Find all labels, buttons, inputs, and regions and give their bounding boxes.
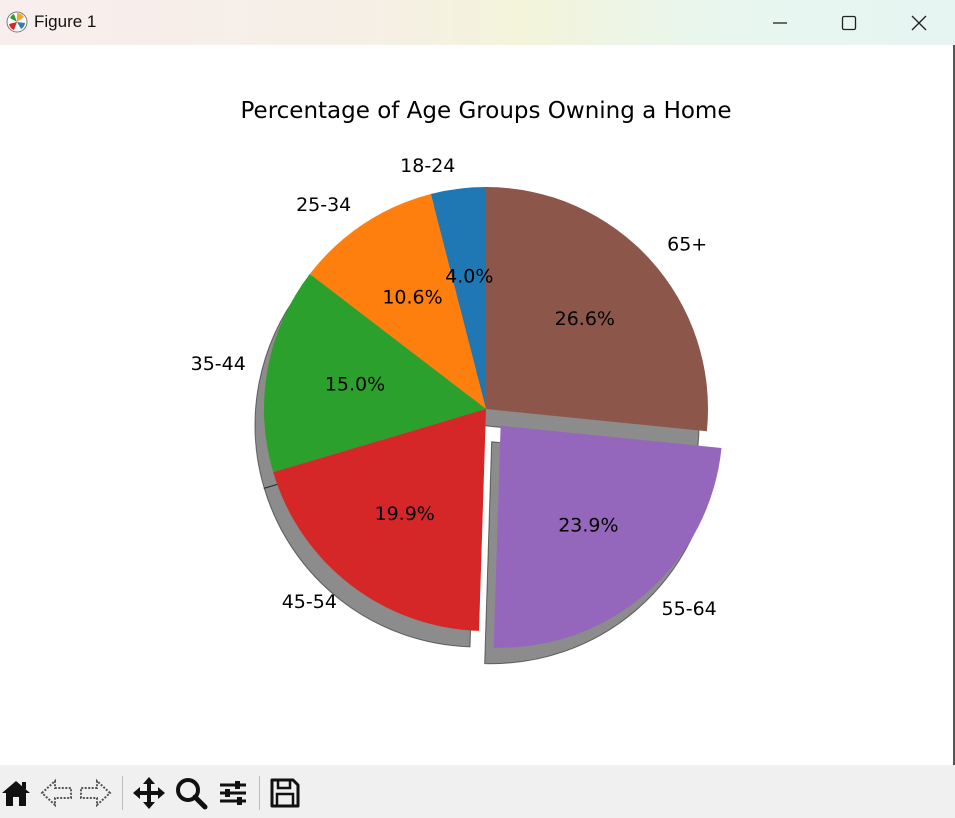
minimize-icon: [773, 21, 787, 24]
configure-subplots-button[interactable]: [214, 774, 252, 812]
slice-label-18-24: 18-24: [400, 155, 455, 177]
pie-wedges: [264, 187, 722, 648]
home-icon: [2, 781, 30, 806]
configure-subplots-icon: [220, 781, 246, 805]
pie-labels: 18-24 4.0% 25-34 10.6% 35-44 15.0% 45-54 19.9% 5…: [191, 155, 717, 620]
close-icon: [911, 15, 927, 30]
maximize-button[interactable]: [820, 0, 878, 45]
slice-label-55-64: 55-64: [662, 598, 717, 620]
window-title: Figure 1: [34, 12, 97, 31]
back-icon: [40, 778, 72, 808]
pie-slice-55-64: [493, 425, 722, 648]
zoom-button[interactable]: [172, 774, 210, 812]
pie-slice-25-34: [309, 193, 486, 409]
slice-percent-45-54: 19.9%: [375, 503, 435, 525]
navigation-toolbar: [0, 765, 955, 818]
close-button[interactable]: [890, 0, 948, 45]
pie-slice-35-44: [264, 274, 486, 473]
minimize-button[interactable]: [751, 0, 809, 45]
matplotlib-logo-icon: [6, 11, 28, 33]
slice-percent-35-44: 15.0%: [325, 373, 385, 395]
toolbar-separator: [259, 776, 260, 810]
slice-label-25-34: 25-34: [296, 194, 351, 216]
zoom-icon: [176, 778, 208, 810]
slice-percent-25-34: 10.6%: [382, 286, 442, 308]
maximize-icon: [841, 15, 857, 30]
pie-chart: Percentage of Age Groups Owning a Home 1…: [191, 98, 732, 665]
figure-canvas[interactable]: Percentage of Age Groups Owning a Home 1…: [0, 45, 955, 765]
slice-label-35-44: 35-44: [191, 353, 246, 375]
save-button[interactable]: [266, 774, 304, 812]
pie-slice-65-: [486, 187, 708, 432]
save-icon: [270, 778, 300, 808]
slice-label-65-: 65+: [667, 234, 707, 256]
slice-label-45-54: 45-54: [282, 591, 337, 613]
home-button[interactable]: [0, 774, 35, 812]
forward-button[interactable]: [76, 774, 114, 812]
pie-slice-18-24: [430, 187, 486, 409]
pan-icon: [133, 777, 165, 809]
chart-title: Percentage of Age Groups Owning a Home: [241, 98, 732, 124]
forward-icon: [80, 778, 112, 808]
title-bar: Figure 1: [0, 0, 955, 45]
back-button[interactable]: [38, 774, 76, 812]
slice-percent-18-24: 4.0%: [445, 265, 493, 287]
pie-slice-45-54: [273, 409, 486, 631]
pan-button[interactable]: [130, 774, 168, 812]
slice-percent-65-: 26.6%: [555, 308, 615, 330]
slice-percent-55-64: 23.9%: [558, 514, 618, 536]
toolbar-separator: [122, 776, 123, 810]
